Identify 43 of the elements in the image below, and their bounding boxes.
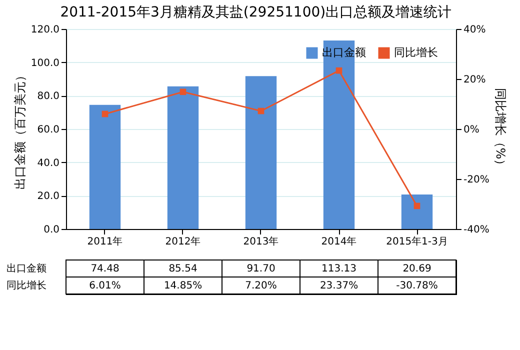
y2-tick-label: 40%: [464, 24, 486, 36]
text: 出口金额: [6, 264, 46, 274]
data-label: 85.54: [168, 264, 198, 274]
legend-label: 同比增长: [394, 46, 438, 59]
x-tick-label: 2012年: [165, 236, 201, 248]
x-tick-label: 2011年: [87, 236, 123, 248]
data-label: -30.78%: [396, 280, 438, 292]
y-axis-title: 出口金额（百万美元）: [12, 70, 27, 190]
y2-tick-label: -40%: [464, 224, 490, 236]
point: [180, 88, 186, 96]
point: [258, 108, 264, 114]
y-tick-label: 120.0: [30, 24, 60, 36]
bar: [245, 76, 277, 229]
y-tick-label: 20.0: [37, 191, 60, 202]
data-label: 113.13: [322, 264, 356, 274]
bar: [323, 40, 355, 229]
y2-axis-title: 同比增长（%）: [493, 88, 508, 172]
x-tick-label: 2013年: [243, 236, 279, 248]
y-tick-label: 60.0: [37, 124, 60, 136]
text: 同比增长: [6, 280, 46, 292]
bar: [89, 104, 121, 229]
data-label: 14.85%: [164, 280, 202, 292]
data-label: 6.01%: [89, 280, 121, 292]
y2-tick-label: 0%: [464, 124, 480, 136]
x-tick-label: 2015年1-3月: [386, 236, 448, 248]
x-tick-label: 2014年: [321, 236, 357, 248]
point: [102, 110, 108, 118]
y-tick-label: 80.0: [37, 91, 60, 102]
point: [336, 67, 342, 74]
y2-tick-label: 20%: [464, 74, 486, 86]
data-label: 7.20%: [245, 280, 277, 292]
chart-title: 2011-2015年3月糖精及其盐(29251100)出口总额及增速统计: [60, 4, 452, 20]
bar: [167, 86, 199, 229]
point: [414, 202, 420, 210]
data-label: 23.37%: [320, 280, 358, 292]
y-tick-label: 100.0: [30, 58, 60, 69]
data-label: 91.70: [246, 264, 276, 274]
data-label: 74.48: [90, 264, 120, 274]
y-tick-label: 0.0: [44, 224, 60, 236]
bar: [401, 194, 433, 229]
y2-tick-label: -20%: [464, 174, 490, 186]
y-tick-label: 40.0: [37, 158, 60, 169]
data-label: 20.69: [402, 264, 432, 274]
